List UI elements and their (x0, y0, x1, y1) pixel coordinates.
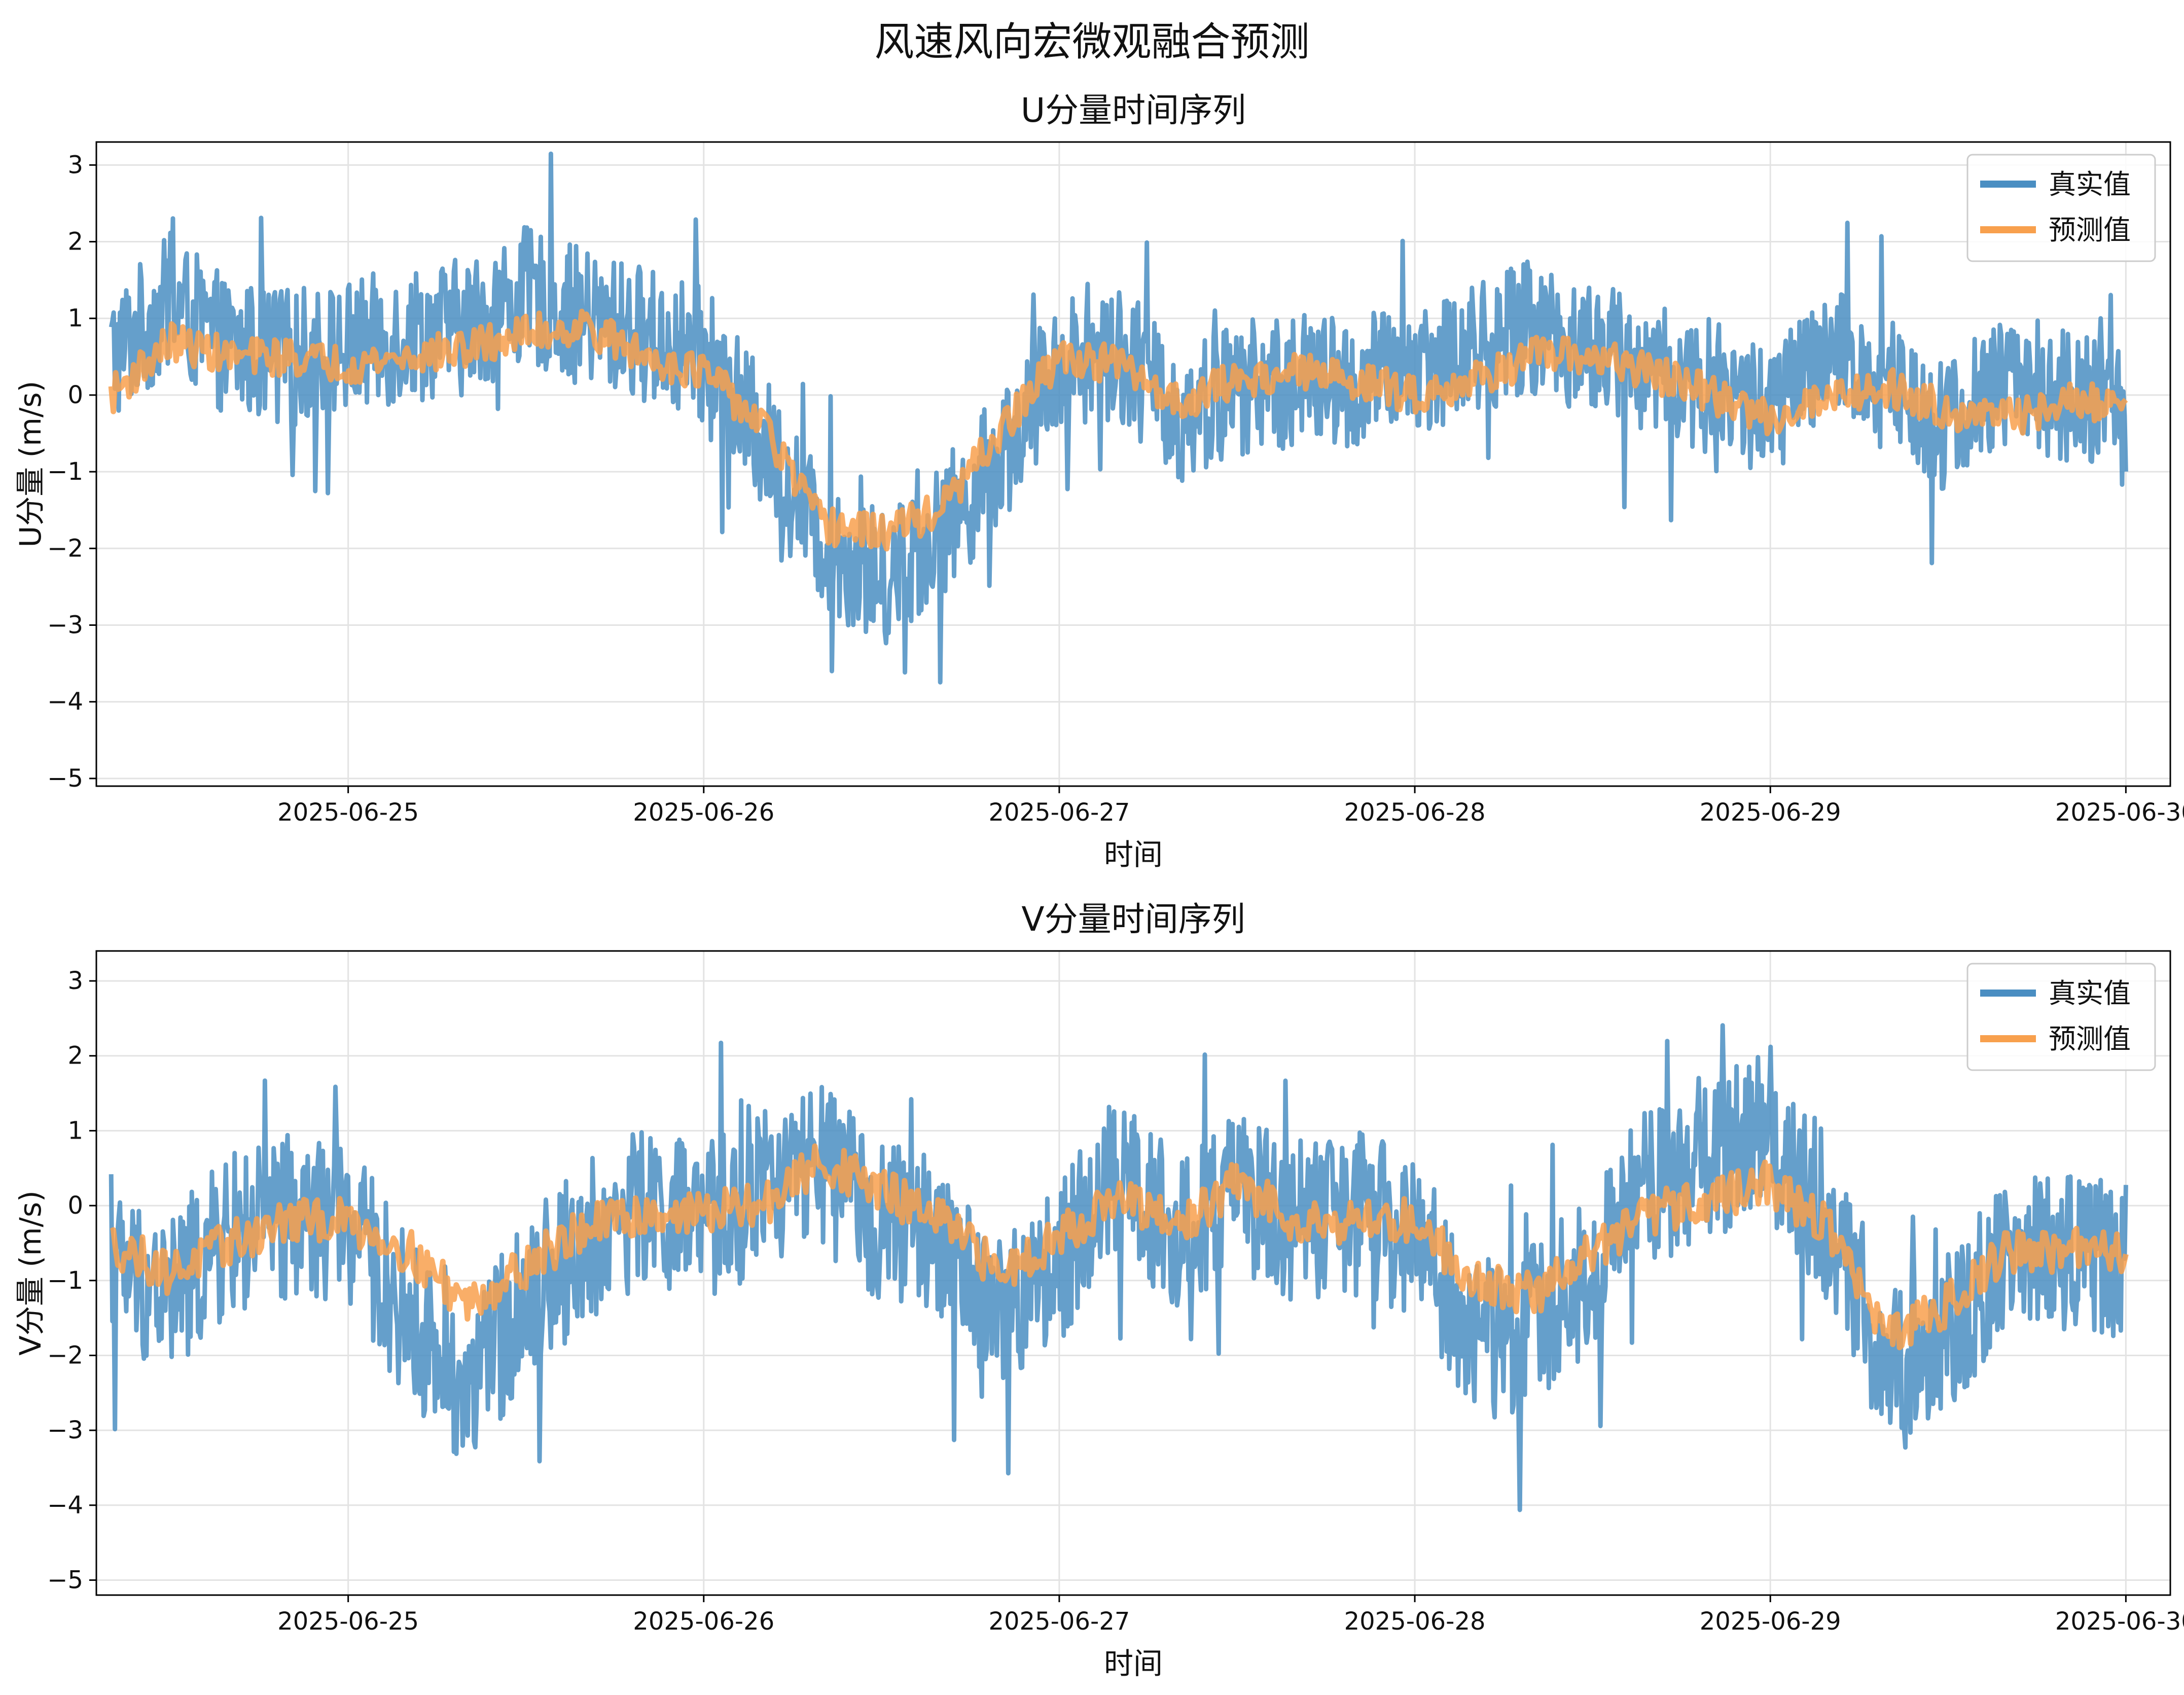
y-axis-label: V分量 (m/s) (13, 1190, 48, 1356)
x-tick-label: 2025-06-29 (1700, 798, 1841, 827)
y-tick-label: −5 (47, 764, 83, 793)
y-tick-label: 1 (67, 304, 83, 333)
legend-label: 预测值 (2049, 214, 2131, 246)
y-tick-label: 3 (67, 151, 83, 179)
y-tick-label: 2 (67, 228, 83, 256)
y-tick-label: 0 (67, 381, 83, 409)
x-tick-label: 2025-06-29 (1700, 1607, 1841, 1636)
x-tick-label: 2025-06-28 (1344, 798, 1486, 827)
u-component-panel: 3 2 1 0 −1 −2 −3 −4 −5 2025-06-25 2025-06-26 2025-0… (13, 91, 2184, 872)
predicted-series-line (110, 1143, 2129, 1351)
panel-title: U分量时间序列 (1021, 91, 1246, 130)
v-component-panel: 3 2 1 0 −1 −2 −3 −4 −5 2025-06-25 2025-06-26 2025-0… (13, 900, 2184, 1681)
x-axis-label: 时间 (1104, 837, 1163, 872)
y-tick-label: −2 (47, 534, 83, 562)
legend-label: 真实值 (2049, 977, 2131, 1009)
x-tick-label: 2025-06-27 (988, 1607, 1130, 1636)
legend-label: 真实值 (2049, 168, 2131, 200)
x-tick-label: 2025-06-26 (633, 1607, 774, 1636)
x-tick-label: 2025-06-28 (1344, 1607, 1486, 1636)
y-tick-label: 2 (67, 1042, 83, 1070)
actual-series-line (109, 151, 2128, 685)
y-axis-label: U分量 (m/s) (13, 381, 48, 547)
y-tick-label: −1 (47, 457, 83, 486)
y-tick-label: −3 (47, 1416, 83, 1444)
y-tick-label: 3 (67, 967, 83, 995)
y-tick-label: −1 (47, 1266, 83, 1295)
plot-frame (95, 950, 2171, 1596)
panel-title: V分量时间序列 (1021, 900, 1245, 939)
y-tick-label: −2 (47, 1341, 83, 1369)
y-tick-label: −3 (47, 611, 83, 640)
plot-frame (95, 141, 2171, 787)
y-tick-label: −5 (47, 1566, 83, 1594)
y-tick-label: 0 (67, 1191, 83, 1220)
y-tick-label: −4 (47, 1491, 83, 1520)
x-tick-label: 2025-06-25 (277, 1607, 419, 1636)
legend-label: 预测值 (2049, 1023, 2131, 1055)
y-tick-label: 1 (67, 1116, 83, 1145)
y-tick-label: −4 (47, 688, 83, 716)
x-axis-label: 时间 (1104, 1646, 1163, 1681)
figure-title: 风速风向宏微观融合预测 (874, 19, 1310, 65)
x-tick-label: 2025-06-30 (2055, 798, 2184, 827)
x-tick-label: 2025-06-27 (988, 798, 1130, 827)
actual-series-line (109, 1023, 2128, 1512)
x-tick-label: 2025-06-26 (633, 798, 774, 827)
x-tick-label: 2025-06-25 (277, 798, 419, 827)
x-tick-label: 2025-06-30 (2055, 1607, 2184, 1636)
predicted-series-line (108, 308, 2128, 552)
